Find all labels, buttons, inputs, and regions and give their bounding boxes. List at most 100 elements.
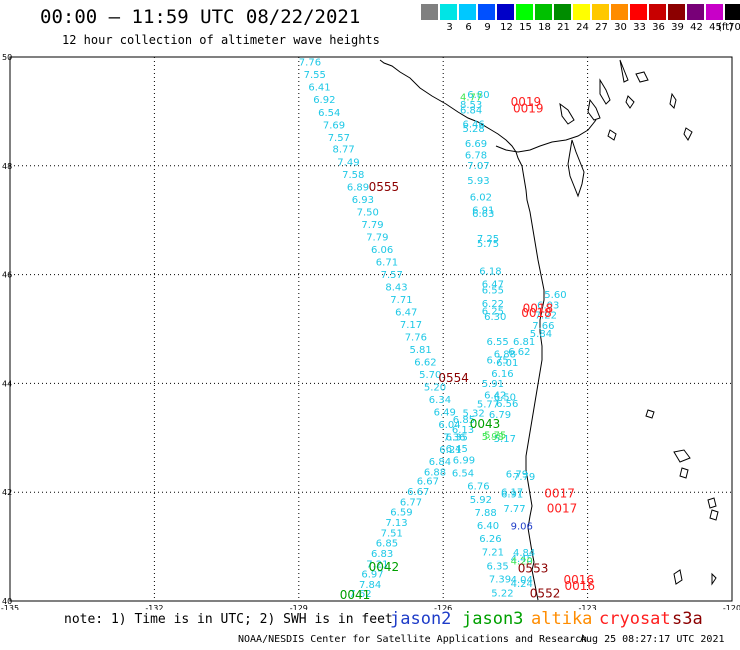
- colorbar-swatch: [592, 4, 609, 20]
- wave-height-label: 6.97: [361, 570, 383, 581]
- credit-line: NOAA/NESDIS Center for Satellite Applica…: [238, 634, 588, 645]
- wave-height-label: 6.47: [482, 280, 504, 291]
- wave-height-label: 7.88: [475, 508, 497, 519]
- wave-height-label: 5.17: [494, 434, 516, 445]
- wave-height-label: 4.24: [511, 579, 533, 590]
- coastline-lake-2: [669, 92, 677, 109]
- wave-height-label: 7.84: [359, 580, 381, 591]
- coastline-island-2: [587, 98, 601, 121]
- wave-height-label: 6.78: [465, 151, 487, 162]
- colorbar-swatch: [687, 4, 704, 20]
- colorbar-label: 27: [595, 22, 608, 33]
- colorbar-label: 33: [633, 22, 646, 33]
- colorbar-swatch: [649, 4, 666, 20]
- wave-height-label: 6.30: [484, 312, 506, 323]
- colorbar-swatch: [554, 4, 571, 20]
- wave-height-label: 6.92: [313, 95, 335, 106]
- wave-height-label: 6.67: [417, 477, 439, 488]
- legend-s3a: s3a: [672, 609, 703, 629]
- wave-height-label: 6.54: [318, 108, 340, 119]
- coastline-lake-10: [709, 509, 719, 521]
- colorbar-swatch: [516, 4, 533, 20]
- pass-time-label: 0018: [523, 302, 554, 316]
- legend-altika: altika: [531, 609, 593, 629]
- longitude-tick-label: -132: [145, 604, 163, 610]
- wave-height-label: 6.76: [467, 482, 489, 493]
- wave-height-label: 6.13: [452, 425, 474, 436]
- coastline-lake-11: [673, 569, 683, 585]
- colorbar-swatch: [706, 4, 723, 20]
- generation-timestamp: Aug 25 08:27:17 UTC 2021: [580, 634, 725, 645]
- wave-height-label: 5.22: [491, 589, 513, 600]
- wave-height-label: 6.18: [479, 267, 501, 278]
- wave-height-label: 6.47: [395, 307, 417, 318]
- colorbar-swatch: [573, 4, 590, 20]
- colorbar-label: 39: [671, 22, 684, 33]
- wave-height-label: 6.79: [489, 410, 511, 421]
- colorbar-swatch: [459, 4, 476, 20]
- wave-height-label: 6.42: [484, 391, 506, 402]
- wave-height-label: 4.04: [511, 575, 533, 586]
- wave-height-label: 6.93: [352, 195, 374, 206]
- colorbar-swatch: [478, 4, 495, 20]
- wave-height-label: 7.49: [337, 157, 359, 168]
- wave-height-label: 6.41: [308, 83, 330, 94]
- colorbar-label: 18: [538, 22, 551, 33]
- colorbar-label: 70: [728, 22, 740, 33]
- wave-height-label: 6.55: [482, 286, 504, 297]
- wave-height-label: 5.91: [482, 379, 504, 390]
- wave-height-label: 4.45: [511, 554, 533, 565]
- footer-note: note: 1) Time is in UTC; 2) SWH is in fe…: [64, 612, 393, 627]
- wave-height-label: 5.60: [544, 290, 566, 301]
- colorbar-swatch: [668, 4, 685, 20]
- wave-height-label: 7.21: [366, 559, 388, 570]
- wave-height-label: 6.75: [487, 355, 509, 366]
- wave-height-label: 7.66: [532, 321, 554, 332]
- legend-jason3: jason3: [462, 609, 524, 629]
- graticule: -135 -132 -129 -126 -123 -120 50 48 46 44 42 40: [1, 53, 740, 610]
- wave-height-label: 5.81: [410, 345, 432, 356]
- wave-height-label: 7.57: [381, 270, 403, 281]
- wave-height-label: 4.20: [511, 557, 533, 568]
- colorbar-label: 15: [519, 22, 532, 33]
- wave-height-label: 7.25: [477, 234, 499, 245]
- wave-height-label: 6.25: [482, 306, 504, 317]
- wave-height-label: 4.84: [513, 548, 535, 559]
- wave-height-label: 6.81: [513, 337, 535, 348]
- wave-height-label: 7.79: [513, 472, 535, 483]
- colorbar-swatch: [421, 4, 438, 20]
- pass-time-label: 0017: [547, 501, 578, 515]
- pass-time-label: 0041: [340, 588, 371, 602]
- map-subtitle: 12 hour collection of altimeter wave hei…: [62, 33, 380, 47]
- wave-height-label: 6.77: [400, 497, 422, 508]
- wave-height-label: 5.20: [424, 383, 446, 394]
- pass-time-label: 0554: [438, 371, 469, 385]
- colorbar-swatch: [630, 4, 647, 20]
- wave-height-label: 6.01: [496, 358, 518, 369]
- wave-height-label: 6.59: [390, 508, 412, 519]
- wave-height-label: 7.39: [489, 575, 511, 586]
- pass-time-label: 0552: [530, 587, 561, 601]
- wave-height-label: 8.53: [460, 100, 482, 111]
- wave-height-label: 6.62: [414, 357, 436, 368]
- colorbar-swatch: [611, 4, 628, 20]
- wave-height-label: 6.45: [446, 444, 468, 455]
- wave-height-label: 6.99: [453, 455, 475, 466]
- wave-height-label: 6.88: [494, 349, 516, 360]
- colorbar-swatch: [440, 4, 457, 20]
- pass-time-label: 0019: [513, 102, 544, 116]
- wave-height-label: 7.79: [366, 232, 388, 243]
- longitude-tick-label: -135: [1, 604, 19, 610]
- wave-height-label: 6.17: [501, 488, 523, 499]
- wave-height-label: 7.79: [361, 220, 383, 231]
- wave-height-label: 6.46: [463, 120, 485, 131]
- coastline-lake-4: [625, 95, 635, 109]
- coastline-inner-strait: [495, 119, 597, 153]
- wave-height-label: 6.26: [479, 534, 501, 545]
- wave-height-label: 6.88: [424, 467, 446, 478]
- pass-time-label: 0019: [511, 95, 542, 109]
- wave-height-label: 5.28: [463, 124, 485, 135]
- wave-height-label: 6.04: [438, 420, 460, 431]
- wave-height-label: 7.69: [323, 120, 345, 131]
- wave-height-label: 7.62: [349, 589, 371, 600]
